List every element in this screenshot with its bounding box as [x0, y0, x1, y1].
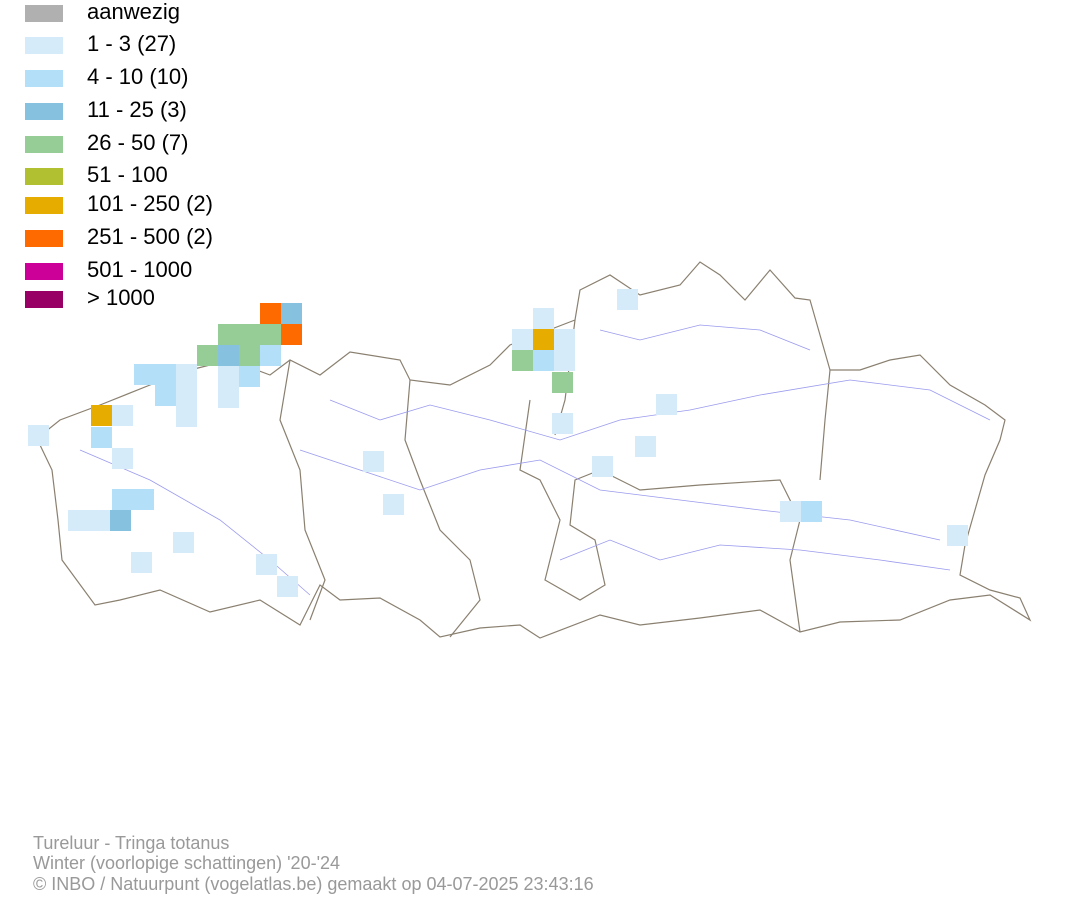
legend-label: aanwezig — [87, 0, 180, 24]
grid-cell — [554, 329, 575, 350]
grid-cell — [363, 451, 384, 472]
grid-cell — [110, 510, 131, 531]
grid-cell — [91, 427, 112, 448]
grid-cell — [533, 350, 554, 371]
grid-cell — [533, 308, 554, 329]
grid-cell — [552, 372, 573, 393]
legend-swatch — [25, 70, 63, 87]
grid-cell — [801, 501, 822, 522]
grid-cell — [277, 576, 298, 597]
legend-swatch — [25, 168, 63, 185]
legend-label: 101 - 250 (2) — [87, 191, 213, 216]
grid-cell — [592, 456, 613, 477]
grid-cell — [281, 303, 302, 324]
legend: aanwezig 1 - 3 (27) 4 - 10 (10) 11 - 25 (3)… — [25, 0, 213, 310]
legend-label: > 1000 — [87, 285, 155, 310]
grid-cell — [155, 364, 176, 385]
legend-label: 501 - 1000 — [87, 257, 192, 282]
grid-cell — [176, 385, 197, 406]
legend-swatch — [25, 103, 63, 120]
grid-cell — [383, 494, 404, 515]
grid-cell — [28, 425, 49, 446]
grid-cell — [112, 448, 133, 469]
grid-cell — [68, 510, 89, 531]
legend-label: 11 - 25 (3) — [87, 97, 187, 122]
legend-label: 26 - 50 (7) — [87, 130, 189, 155]
grid-cell — [947, 525, 968, 546]
grid-cell — [155, 385, 176, 406]
legend-swatch — [25, 5, 63, 22]
legend-swatch — [25, 136, 63, 153]
legend-label: 51 - 100 — [87, 162, 168, 187]
grid-cell — [617, 289, 638, 310]
grid-cell — [656, 394, 677, 415]
grid-cell — [552, 413, 573, 434]
grid-cell — [218, 345, 239, 366]
grid-cell — [239, 366, 260, 387]
legend-swatch — [25, 263, 63, 280]
grid-cell — [176, 364, 197, 385]
footer-line: Winter (voorlopige schattingen) '20-'24 — [33, 853, 340, 873]
grid-cell — [91, 405, 112, 426]
legend-label: 251 - 500 (2) — [87, 224, 213, 249]
grid-cell — [239, 345, 260, 366]
grid-cell — [239, 324, 260, 345]
grid-cell — [218, 387, 239, 408]
grid-cell — [512, 350, 533, 371]
grid-cell — [281, 324, 302, 345]
legend-swatch — [25, 291, 63, 308]
grid-cell — [256, 554, 277, 575]
grid-cell — [176, 406, 197, 427]
grid-cell — [134, 364, 155, 385]
grid-cell — [260, 345, 281, 366]
grid-cell — [133, 489, 154, 510]
grid-cell — [112, 489, 133, 510]
grid-cell — [635, 436, 656, 457]
grid-cell — [218, 366, 239, 387]
grid-cell — [89, 510, 110, 531]
grid-cell — [173, 532, 194, 553]
legend-swatch — [25, 197, 63, 214]
grid-cell — [260, 324, 281, 345]
grid-cell — [260, 303, 281, 324]
grid-cell — [112, 405, 133, 426]
grid-cell — [780, 501, 801, 522]
grid-cell — [197, 345, 218, 366]
legend-label: 4 - 10 (10) — [87, 64, 189, 89]
legend-swatch — [25, 37, 63, 54]
grid-cell — [554, 350, 575, 371]
legend-label: 1 - 3 (27) — [87, 31, 176, 56]
grid-cell — [131, 552, 152, 573]
grid-cell — [533, 329, 554, 350]
footer-line: Tureluur - Tringa totanus — [33, 833, 229, 853]
grid-cell — [218, 324, 239, 345]
legend-swatch — [25, 230, 63, 247]
grid-cells — [28, 289, 968, 597]
footer-line: © INBO / Natuurpunt (vogelatlas.be) gema… — [33, 874, 594, 894]
grid-cell — [512, 329, 533, 350]
outline — [39, 261, 1032, 639]
